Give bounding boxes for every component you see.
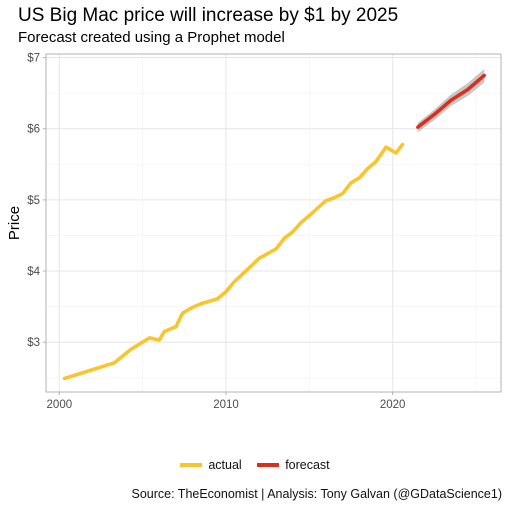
data-point-forecast bbox=[466, 87, 470, 92]
y-tick-label: $5 bbox=[27, 195, 40, 207]
data-point-forecast bbox=[416, 125, 420, 129]
axis-ticks: 2000 2010 2020 $3 $4 $5 $6 $7 bbox=[27, 53, 405, 411]
plot-panel-border bbox=[45, 53, 502, 393]
data-point-forecast bbox=[449, 98, 453, 102]
data-point-actual bbox=[394, 151, 398, 155]
data-point-actual bbox=[332, 196, 336, 200]
data-point-actual bbox=[157, 338, 161, 342]
legend-item-actual: actual bbox=[180, 458, 242, 472]
y-tick-label: $6 bbox=[27, 124, 40, 136]
data-point-actual bbox=[324, 198, 328, 203]
legend: actual forecast bbox=[0, 456, 510, 472]
y-axis-title: Price bbox=[6, 206, 23, 240]
data-point-actual bbox=[147, 336, 151, 340]
series-lines bbox=[62, 73, 486, 381]
data-point-actual bbox=[341, 191, 345, 196]
data-point-actual bbox=[224, 290, 228, 294]
x-tick-label: 2000 bbox=[47, 399, 73, 411]
legend-label-forecast: forecast bbox=[285, 458, 330, 472]
data-point-forecast bbox=[482, 73, 486, 77]
y-tick-label: $7 bbox=[27, 53, 40, 65]
data-point-actual bbox=[384, 145, 388, 149]
series-line-actual bbox=[63, 143, 405, 381]
data-point-forecast bbox=[432, 112, 436, 117]
data-point-actual bbox=[307, 213, 311, 218]
data-point-actual bbox=[357, 176, 361, 180]
data-point-actual bbox=[216, 297, 220, 301]
data-point-actual bbox=[129, 347, 133, 351]
data-point-actual bbox=[374, 159, 378, 164]
data-point-actual bbox=[191, 305, 195, 309]
data-point-actual bbox=[112, 361, 116, 365]
data-point-actual bbox=[299, 221, 303, 225]
legend-key-forecast bbox=[257, 463, 280, 467]
data-point-actual bbox=[349, 181, 353, 185]
legend-item-forecast: forecast bbox=[257, 458, 330, 472]
data-point-actual bbox=[274, 247, 278, 251]
chart-subtitle: Forecast created using a Prophet model bbox=[18, 29, 285, 46]
y-tick-label: $3 bbox=[27, 337, 40, 349]
data-point-actual bbox=[174, 324, 178, 329]
legend-label-actual: actual bbox=[208, 458, 242, 472]
data-point-actual bbox=[162, 329, 166, 334]
legend-key-actual bbox=[180, 463, 203, 467]
data-point-actual bbox=[62, 376, 66, 381]
x-tick-label: 2020 bbox=[380, 399, 406, 411]
y-tick-label: $4 bbox=[27, 266, 40, 278]
data-point-actual bbox=[199, 302, 203, 306]
data-point-actual bbox=[401, 142, 405, 146]
data-point-actual bbox=[232, 280, 236, 284]
x-tick-label: 2010 bbox=[213, 399, 239, 411]
data-point-actual bbox=[366, 166, 370, 171]
data-point-actual bbox=[282, 236, 286, 240]
grid bbox=[46, 54, 501, 392]
data-point-actual bbox=[257, 256, 261, 260]
data-point-actual bbox=[181, 311, 185, 315]
data-point-actual bbox=[241, 272, 245, 276]
data-point-actual bbox=[291, 230, 295, 234]
chart-caption: Source: TheEconomist | Analysis: Tony Ga… bbox=[131, 487, 502, 501]
chart-title: US Big Mac price will increase by $1 by … bbox=[18, 5, 399, 26]
